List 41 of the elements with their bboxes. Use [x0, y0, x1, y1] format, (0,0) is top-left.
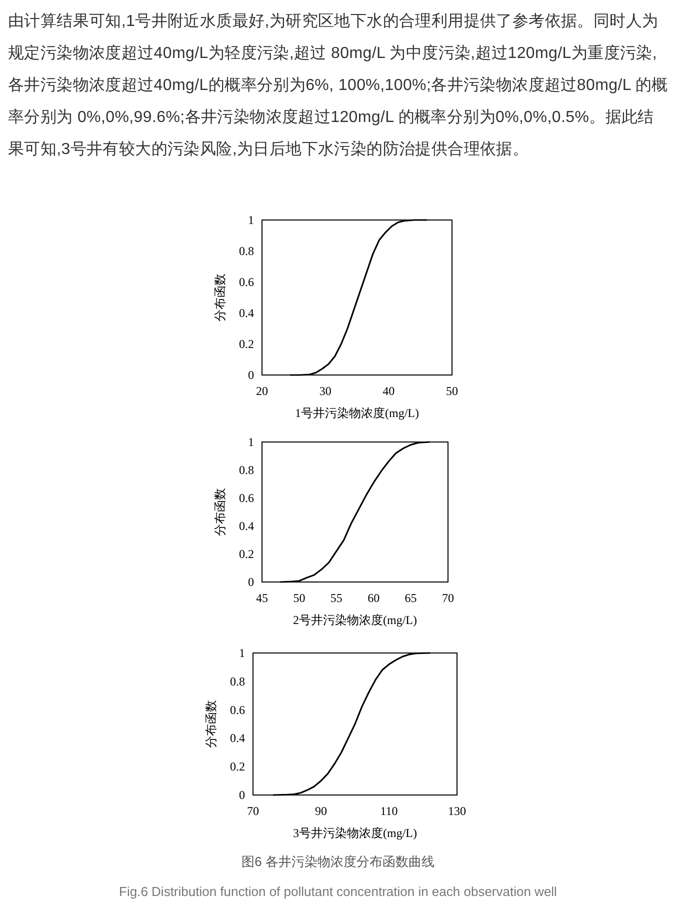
y-tick-label: 0.2 — [239, 337, 254, 351]
y-tick-label: 0.6 — [239, 275, 254, 289]
x-tick-label: 70 — [442, 591, 454, 605]
x-tick-label: 70 — [247, 804, 259, 818]
x-tick-label: 90 — [315, 804, 327, 818]
y-tick-label: 1 — [248, 213, 254, 227]
text: 由计算结果可知,1号井附近水质最好,为研究区地下水的合理利用提供了参考依据。同时人为规定污染物浓度超过40mg/L为轻度污染,超过 80mg/L 为中度污染,超过120mg/L为重度污染,各井污染物浓度超过40mg/L的概率分别为6%, 100%,100%;各井污染物浓度超过80mg/L 的概率分别为 0%,0%,99.6%;各井污染物浓度超过120mg/L 的概率分别为0%,0%,0.5%。据此结果可知,3号井有较大的污染风险,为日后地下水污染的防治提供合理依据。 — [8, 12, 669, 160]
y-tick-label: 0.6 — [239, 491, 254, 505]
x-tick-label: 130 — [448, 804, 466, 818]
x-tick-label: 50 — [293, 591, 306, 605]
caption: 图6 各井污染物浓度分布函数曲线 — [240, 853, 436, 871]
y-tick-label: 0.2 — [230, 760, 245, 774]
y-tick-label: 0.4 — [239, 306, 254, 320]
y-tick-label: 0 — [248, 368, 254, 382]
x-tick-label: 55 — [330, 591, 342, 605]
y-tick-label: 0 — [248, 575, 254, 589]
y-axis-title: 分布函数 — [204, 700, 218, 748]
y-axis-title: 分布函数 — [213, 274, 227, 322]
y-tick-label: 0.2 — [239, 547, 254, 561]
x-axis-title: 2号井污染物浓度(mg/L) — [293, 613, 417, 627]
y-tick-label: 0.6 — [230, 702, 245, 717]
x-tick-label: 30 — [319, 384, 332, 398]
y-tick-label: 0.8 — [239, 244, 254, 258]
y-tick-label: 0 — [239, 788, 245, 802]
x-tick-label: 20 — [256, 384, 268, 398]
x-tick-label: 40 — [382, 384, 395, 398]
y-tick-label: 1 — [248, 435, 254, 449]
y-tick-label: 1 — [239, 646, 245, 660]
x-tick-label: 45 — [256, 591, 268, 605]
y-tick-label: 0.8 — [230, 674, 245, 688]
x-axis-title: 3号井污染物浓度(mg/L) — [293, 826, 417, 840]
x-tick-label: 110 — [380, 804, 398, 818]
y-tick-label: 0.4 — [239, 519, 254, 533]
caption: Fig.6 Distribution function of pollutant concentration in each observation well — [118, 884, 558, 899]
x-tick-label: 65 — [404, 591, 417, 605]
y-tick-label: 0.8 — [239, 463, 254, 477]
x-tick-label: 60 — [368, 591, 380, 605]
x-tick-label: 50 — [446, 384, 458, 398]
y-axis-title: 分布函数 — [213, 488, 227, 536]
x-axis-title: 1号井污染物浓度(mg/L) — [295, 406, 419, 420]
y-tick-label: 0.4 — [230, 731, 245, 746]
